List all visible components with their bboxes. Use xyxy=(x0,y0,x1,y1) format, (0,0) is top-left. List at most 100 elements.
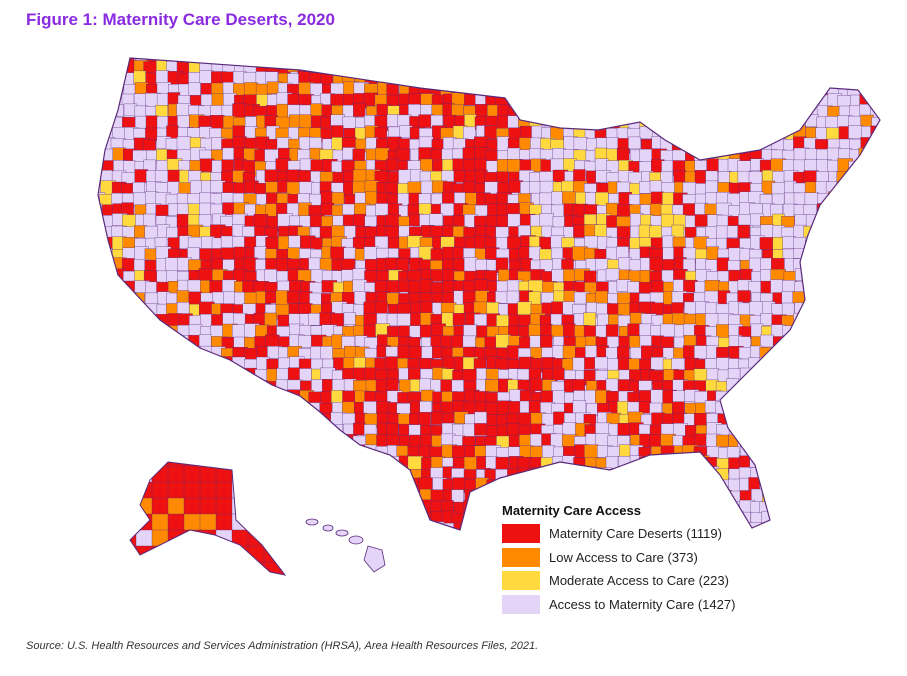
county-cell xyxy=(760,369,776,382)
county-cell xyxy=(749,424,765,439)
county-cell xyxy=(308,60,323,73)
county-cell xyxy=(685,71,701,88)
county-cell xyxy=(265,477,279,492)
county-cell xyxy=(255,58,269,65)
county-cell xyxy=(815,280,828,294)
county-cell xyxy=(815,535,827,548)
county-cell xyxy=(497,62,514,77)
county-cell xyxy=(396,490,411,505)
county-cell xyxy=(539,213,554,227)
county-cell xyxy=(100,81,115,94)
county-cell xyxy=(573,169,586,182)
county-cell xyxy=(377,60,391,74)
county-cell xyxy=(462,423,477,438)
county-cell xyxy=(871,172,880,187)
county-cell xyxy=(540,390,554,404)
county-cell xyxy=(816,347,829,363)
county-cell xyxy=(795,400,809,414)
county-cell xyxy=(123,346,139,363)
county-cell xyxy=(860,281,876,297)
county-cell xyxy=(377,534,390,549)
county-cell xyxy=(870,93,880,109)
county-cell xyxy=(177,535,191,547)
county-cell xyxy=(751,116,764,131)
county-cell xyxy=(583,72,599,88)
county-cell xyxy=(265,389,280,402)
county-cell xyxy=(509,59,525,76)
county-cell xyxy=(220,455,236,468)
county-cell xyxy=(112,402,125,419)
county-cell xyxy=(618,60,633,74)
county-cell xyxy=(683,114,697,130)
county-cell xyxy=(883,325,896,340)
county-cell xyxy=(167,335,182,349)
county-cell xyxy=(716,61,729,77)
alaska-county-cell xyxy=(130,497,138,516)
county-cell xyxy=(121,336,135,352)
county-cell xyxy=(399,58,414,66)
county-cell xyxy=(289,455,302,469)
county-cell xyxy=(242,468,255,482)
county-cell xyxy=(740,137,754,150)
county-cell xyxy=(793,312,806,329)
county-cell xyxy=(825,249,840,262)
county-cell xyxy=(761,456,776,470)
county-cell xyxy=(407,455,424,472)
county-cell xyxy=(870,181,880,195)
county-cell xyxy=(804,258,818,274)
county-cell xyxy=(815,379,828,393)
county-cell xyxy=(156,392,171,405)
county-cell xyxy=(440,379,453,392)
county-cell xyxy=(649,225,662,238)
county-cell xyxy=(827,313,844,330)
county-cell xyxy=(781,369,795,383)
county-cell xyxy=(374,357,387,371)
county-cell xyxy=(882,414,896,429)
county-cell xyxy=(760,466,774,483)
county-cell xyxy=(728,114,743,129)
county-cell xyxy=(674,478,687,495)
county-cell xyxy=(124,499,139,513)
county-cell xyxy=(277,457,292,473)
county-cell xyxy=(243,400,257,417)
county-cell xyxy=(585,61,600,77)
county-cell xyxy=(144,369,157,383)
county-cell xyxy=(806,304,821,320)
county-cell xyxy=(883,513,898,526)
alaska-county-cell xyxy=(183,545,202,564)
county-cell xyxy=(322,458,336,471)
county-cell xyxy=(265,237,279,250)
county-cell xyxy=(717,82,734,96)
county-cell xyxy=(826,290,839,304)
county-cell xyxy=(848,499,861,515)
county-cell xyxy=(640,488,654,502)
county-cell xyxy=(100,436,113,451)
county-cell xyxy=(860,180,876,196)
county-cell xyxy=(651,82,665,98)
county-cell xyxy=(133,401,147,417)
county-cell xyxy=(783,458,799,474)
county-cell xyxy=(232,458,246,473)
county-cell xyxy=(99,445,114,460)
county-cell xyxy=(156,326,169,340)
county-cell xyxy=(320,510,336,526)
county-cell xyxy=(98,248,107,262)
county-cell xyxy=(98,502,105,515)
county-cell xyxy=(211,391,225,406)
county-cell xyxy=(859,170,874,184)
county-cell xyxy=(881,523,896,535)
county-cell xyxy=(869,479,880,495)
alaska-county-cell xyxy=(296,530,313,547)
county-cell xyxy=(134,413,147,430)
county-cell xyxy=(762,170,775,183)
county-cell xyxy=(783,105,799,119)
alaska-county-cell xyxy=(215,545,234,564)
alaska-county-cell xyxy=(151,545,170,564)
legend-label-moderate: Moderate Access to Care (223) xyxy=(549,573,729,589)
county-cell xyxy=(595,115,608,129)
county-cell xyxy=(528,73,543,89)
county-cell xyxy=(385,512,402,527)
county-cell xyxy=(166,389,181,402)
county-cell xyxy=(232,389,245,405)
legend-item-access: Access to Maternity Care (1427) xyxy=(502,593,762,617)
